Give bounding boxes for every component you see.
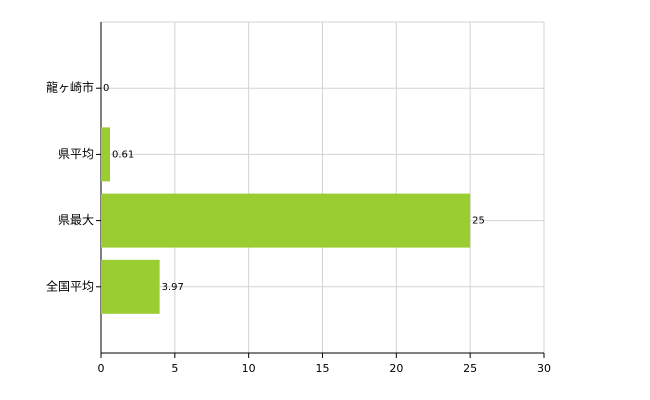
x-tick-label: 30 xyxy=(537,362,551,375)
value-label: 25 xyxy=(472,216,485,227)
x-tick-label: 5 xyxy=(171,362,178,375)
x-tick-label: 0 xyxy=(98,362,105,375)
value-label: 3.97 xyxy=(162,282,184,293)
x-tick-label: 15 xyxy=(316,362,330,375)
y-tick-label: 全国平均 xyxy=(46,278,94,293)
bar xyxy=(101,259,160,314)
y-tick-label: 龍ヶ崎市 xyxy=(46,80,94,95)
x-tick-label: 25 xyxy=(463,362,477,375)
value-label: 0 xyxy=(103,83,109,94)
y-tick-label: 県平均 xyxy=(58,147,94,161)
y-tick-label: 県最大 xyxy=(58,213,94,227)
bar xyxy=(101,193,471,248)
bar xyxy=(101,127,111,182)
value-label: 0.61 xyxy=(112,149,134,160)
x-tick-label: 10 xyxy=(242,362,256,375)
x-tick-label: 20 xyxy=(389,362,403,375)
